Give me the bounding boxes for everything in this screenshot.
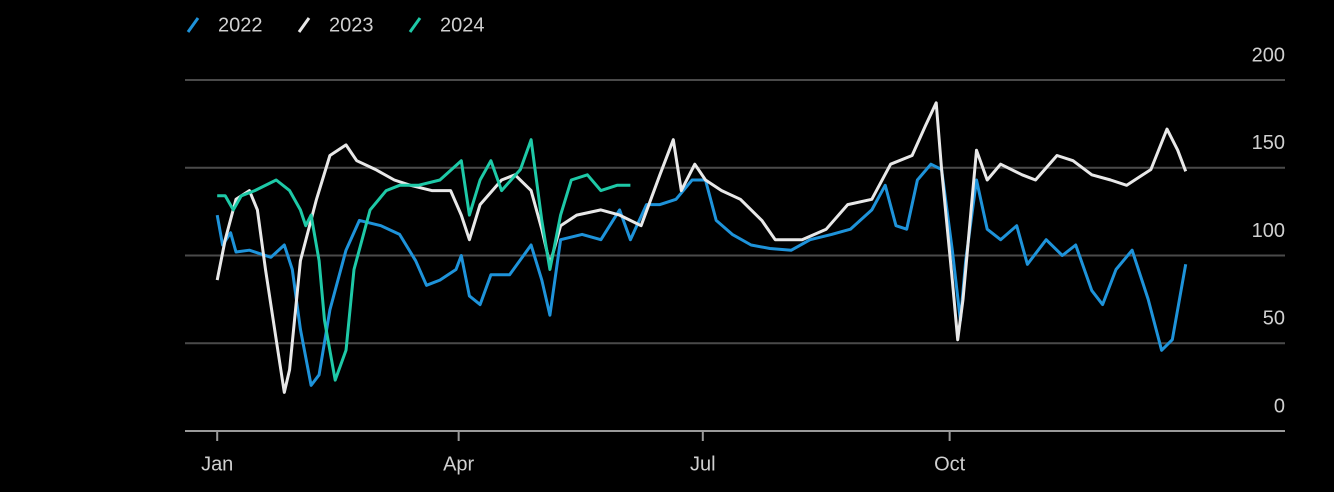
legend-icon bbox=[186, 17, 200, 33]
x-tick-label: Jul bbox=[690, 453, 716, 475]
y-tick-label: 0 bbox=[1274, 395, 1285, 417]
series-line bbox=[215, 162, 1188, 387]
x-tick-label: Oct bbox=[934, 453, 966, 475]
x-tick-label: Apr bbox=[443, 453, 474, 475]
y-tick-label: 150 bbox=[1252, 132, 1285, 154]
legend-icon bbox=[408, 17, 422, 33]
legend-icon bbox=[297, 17, 311, 33]
legend-label: 2024 bbox=[440, 14, 485, 36]
y-tick-label: 50 bbox=[1263, 308, 1285, 330]
x-tick-label: Jan bbox=[201, 453, 233, 475]
series-line bbox=[217, 138, 631, 382]
series-line bbox=[215, 101, 1188, 394]
y-tick-label: 100 bbox=[1252, 220, 1285, 242]
y-tick-label: 200 bbox=[1252, 44, 1285, 66]
legend-label: 2023 bbox=[329, 14, 374, 36]
legend-label: 2022 bbox=[218, 14, 263, 36]
